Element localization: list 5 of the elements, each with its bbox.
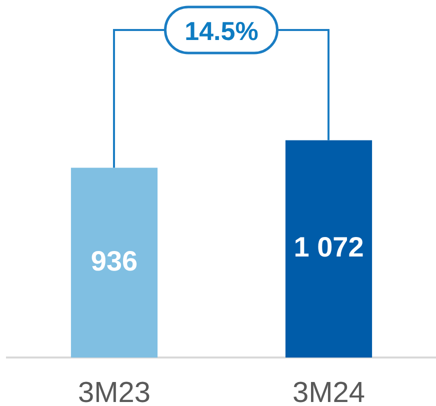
data-label: 1 072	[294, 232, 364, 263]
x-tick-label: 3M23	[78, 376, 151, 406]
data-label: 936	[90, 245, 138, 276]
text: 14.5%	[184, 16, 258, 46]
x-tick-label: 3M24	[292, 376, 366, 406]
